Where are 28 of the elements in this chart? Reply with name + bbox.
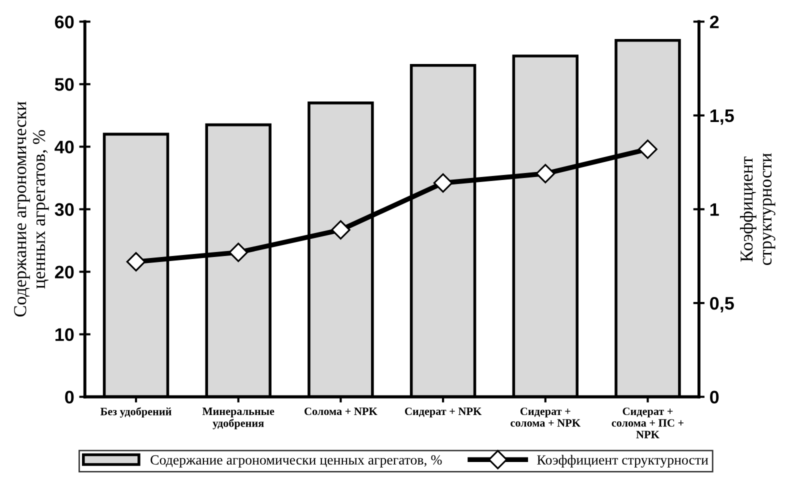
y-tick-label: 30	[54, 203, 74, 216]
point	[536, 164, 556, 184]
x-tick-label: Солома + NPK	[304, 408, 378, 416]
x-tick-label: Сидерат + солома + ПС + NPK	[612, 408, 684, 438]
point	[433, 173, 453, 193]
y2-tick-label: 1,5	[710, 110, 734, 125]
y2-tick-label: 0,5	[710, 296, 734, 312]
y-tick-label: 50	[54, 78, 74, 91]
legend-label: Коэффициент структурности	[537, 454, 708, 468]
y-tick-label: 10	[55, 328, 74, 342]
y-tick-label: 40	[54, 140, 74, 154]
y2-tick-label: 2	[710, 16, 719, 28]
y-axis-title: Содержание агрономически ценных агрегатов, %	[14, 102, 49, 317]
point	[126, 252, 146, 272]
x-tick-label: Сидерат + солома + NPK	[510, 408, 580, 427]
point	[638, 140, 658, 159]
y-tick-label: 20	[54, 266, 74, 278]
y-tick-label: 0	[65, 390, 74, 404]
y2-tick-label: 1	[710, 203, 719, 216]
y2-axis-title: Коэффициент структурности	[740, 153, 776, 265]
x-tick-label: Без удобрений	[100, 407, 172, 418]
point	[331, 220, 350, 240]
y-tick-label: 60	[55, 16, 74, 28]
point	[228, 242, 248, 262]
legend-label: Содержание агрономически ценных агрегатов, %	[150, 455, 442, 468]
x-tick-label: Сидерат + NPK	[404, 408, 482, 418]
y2-tick-label: 0	[710, 390, 719, 404]
x-tick-label: Минеральные удобрения	[202, 408, 274, 430]
